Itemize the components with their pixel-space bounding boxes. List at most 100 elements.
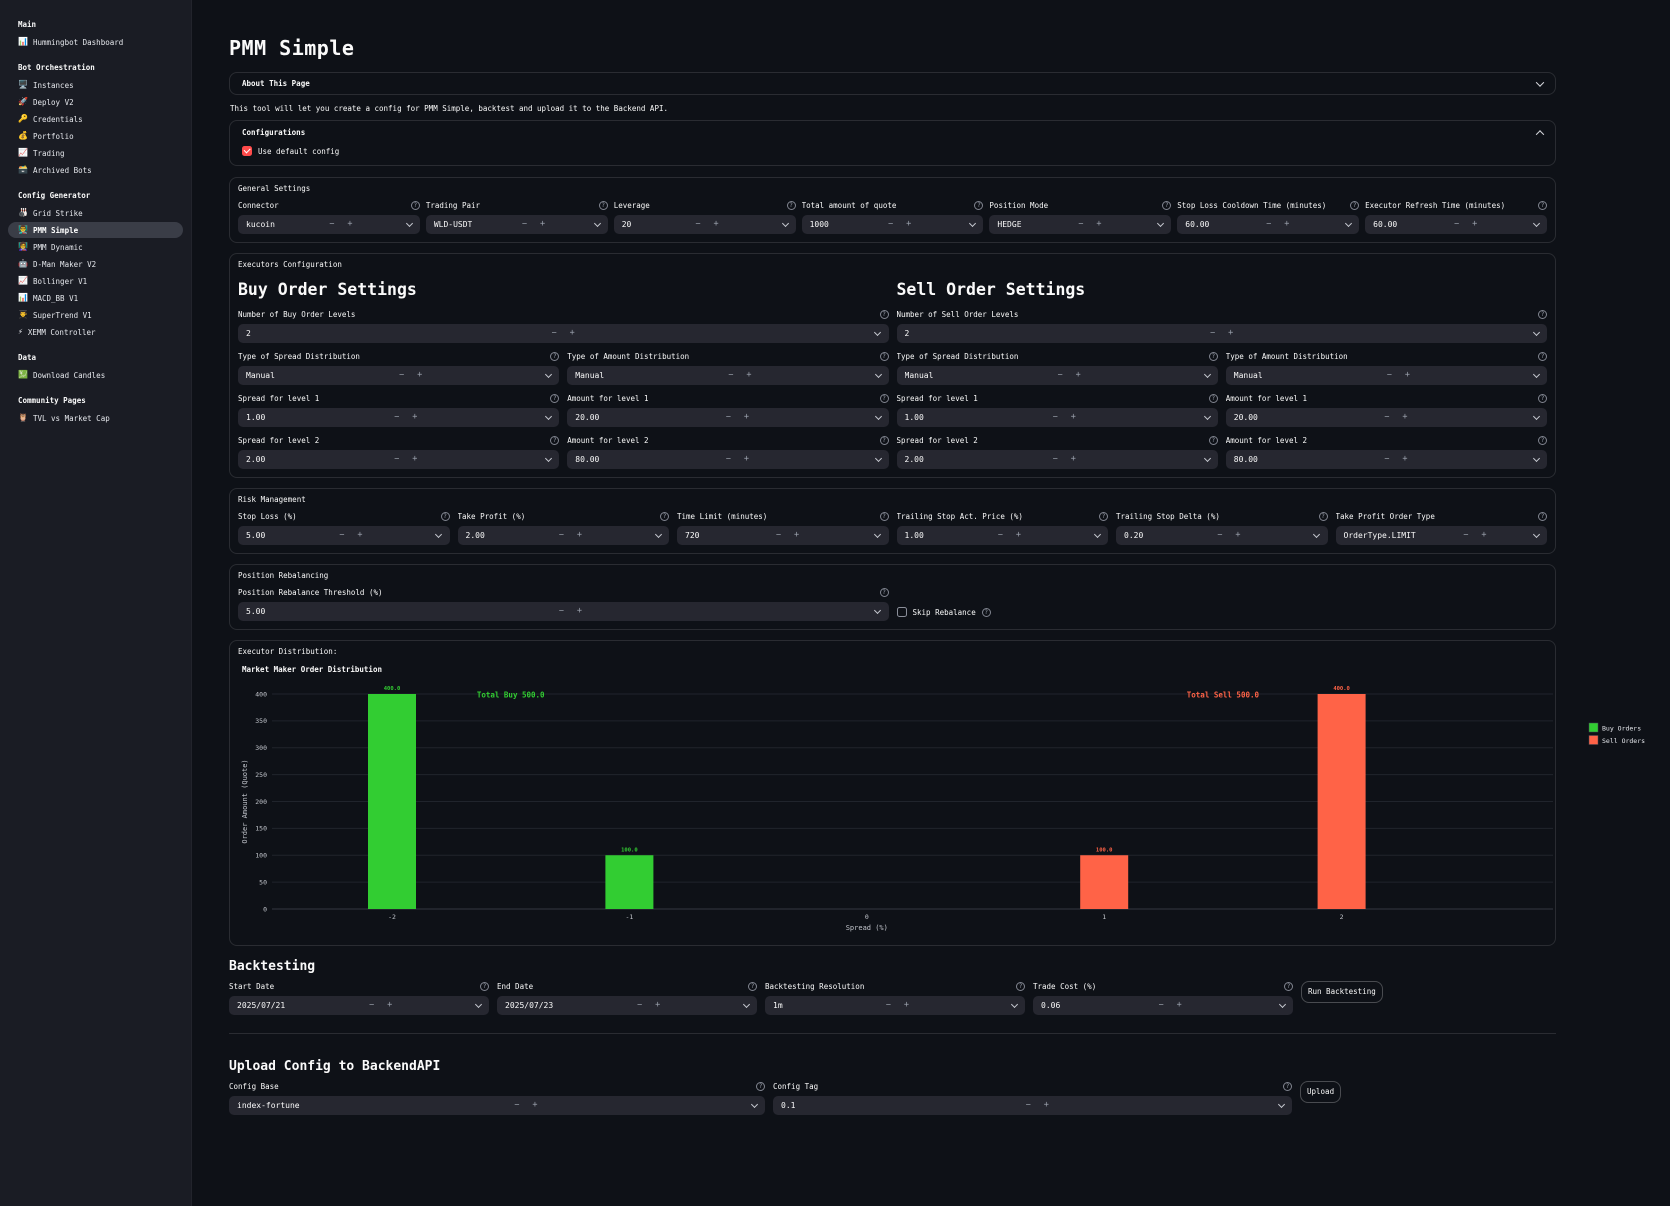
- decrement-button[interactable]: [1266, 220, 1271, 229]
- help-icon[interactable]: [599, 201, 608, 210]
- increment-button[interactable]: [1044, 1101, 1049, 1110]
- input-position-rebalance-threshold[interactable]: 5.00: [238, 602, 889, 621]
- decrement-button[interactable]: [726, 455, 731, 464]
- input-spread-for-level-2[interactable]: 2.00: [238, 450, 559, 469]
- decrement-button[interactable]: [559, 607, 564, 616]
- increment-button[interactable]: [1481, 531, 1486, 540]
- sidebar-item-hummingbot-dashboard[interactable]: 📊 Hummingbot Dashboard: [8, 34, 183, 50]
- input-trade-cost[interactable]: 0.06: [1033, 996, 1293, 1015]
- decrement-button[interactable]: [329, 220, 334, 229]
- input-stop-loss-cooldown-time-minutes[interactable]: 60.00: [1177, 215, 1359, 234]
- input-amount-for-level-1[interactable]: 20.00: [1226, 408, 1547, 427]
- input-executor-refresh-time-minutes[interactable]: 60.00: [1365, 215, 1547, 234]
- sidebar-item-xemm-controller[interactable]: ⚡ XEMM Controller: [8, 324, 183, 340]
- increment-button[interactable]: [744, 455, 749, 464]
- sidebar-item-grid-strike[interactable]: 🎳 Grid Strike: [8, 205, 183, 221]
- decrement-button[interactable]: [728, 371, 733, 380]
- increment-button[interactable]: [1071, 413, 1076, 422]
- select-type-of-amount-distribution[interactable]: Manual: [567, 366, 888, 385]
- sidebar-item-archived-bots[interactable]: 🗃️ Archived Bots: [8, 162, 183, 178]
- help-icon[interactable]: [880, 352, 889, 361]
- sidebar-item-macd-bb-v1[interactable]: 📊 MACD_BB V1: [8, 290, 183, 306]
- decrement-button[interactable]: [339, 531, 344, 540]
- increment-button[interactable]: [906, 220, 911, 229]
- help-icon[interactable]: [982, 608, 991, 617]
- increment-button[interactable]: [1016, 531, 1021, 540]
- decrement-button[interactable]: [522, 220, 527, 229]
- help-icon[interactable]: [1538, 436, 1547, 445]
- help-icon[interactable]: [1209, 352, 1218, 361]
- decrement-button[interactable]: [1384, 455, 1389, 464]
- input-time-limit-minutes[interactable]: 720: [677, 526, 889, 545]
- decrement-button[interactable]: [1384, 413, 1389, 422]
- help-icon[interactable]: [441, 512, 450, 521]
- increment-button[interactable]: [417, 371, 422, 380]
- increment-button[interactable]: [1402, 455, 1407, 464]
- help-icon[interactable]: [1538, 512, 1547, 521]
- decrement-button[interactable]: [559, 531, 564, 540]
- sidebar-item-credentials[interactable]: 🔑 Credentials: [8, 111, 183, 127]
- input-end-date[interactable]: 2025/07/23: [497, 996, 757, 1015]
- help-icon[interactable]: [1284, 982, 1293, 991]
- help-icon[interactable]: [756, 1082, 765, 1091]
- sidebar-item-tvl-vs-market-cap[interactable]: 🦉 TVL vs Market Cap: [8, 410, 183, 426]
- help-icon[interactable]: [880, 310, 889, 319]
- input-config-tag[interactable]: 0.1: [773, 1096, 1292, 1115]
- input-spread-for-level-1[interactable]: 1.00: [897, 408, 1218, 427]
- decrement-button[interactable]: [399, 371, 404, 380]
- increment-button[interactable]: [746, 371, 751, 380]
- sidebar-item-portfolio[interactable]: 💰 Portfolio: [8, 128, 183, 144]
- help-icon[interactable]: [480, 982, 489, 991]
- decrement-button[interactable]: [1217, 531, 1222, 540]
- decrement-button[interactable]: [1159, 1001, 1164, 1010]
- help-icon[interactable]: [880, 436, 889, 445]
- input-amount-for-level-2[interactable]: 80.00: [567, 450, 888, 469]
- help-icon[interactable]: [550, 436, 559, 445]
- increment-button[interactable]: [1472, 220, 1477, 229]
- help-icon[interactable]: [787, 201, 796, 210]
- sidebar-item-d-man-maker-v2[interactable]: 🤖 D-Man Maker V2: [8, 256, 183, 272]
- increment-button[interactable]: [577, 607, 582, 616]
- increment-button[interactable]: [1235, 531, 1240, 540]
- help-icon[interactable]: [1209, 436, 1218, 445]
- increment-button[interactable]: [412, 413, 417, 422]
- decrement-button[interactable]: [637, 1001, 642, 1010]
- upload-button[interactable]: Upload: [1300, 1081, 1341, 1103]
- help-icon[interactable]: [1162, 201, 1171, 210]
- increment-button[interactable]: [904, 1001, 909, 1010]
- configurations-header[interactable]: Configurations: [242, 128, 1543, 137]
- increment-button[interactable]: [1228, 329, 1233, 338]
- help-icon[interactable]: [880, 588, 889, 597]
- decrement-button[interactable]: [1078, 220, 1083, 229]
- help-icon[interactable]: [1538, 310, 1547, 319]
- select-type-of-spread-distribution[interactable]: Manual: [897, 366, 1218, 385]
- sidebar-item-instances[interactable]: 🖥️ Instances: [8, 77, 183, 93]
- help-icon[interactable]: [1016, 982, 1025, 991]
- sidebar-item-trading[interactable]: 📈 Trading: [8, 145, 183, 161]
- help-icon[interactable]: [1283, 1082, 1292, 1091]
- help-icon[interactable]: [1538, 394, 1547, 403]
- help-icon[interactable]: [1350, 201, 1359, 210]
- help-icon[interactable]: [974, 201, 983, 210]
- increment-button[interactable]: [713, 220, 718, 229]
- decrement-button[interactable]: [1057, 371, 1062, 380]
- decrement-button[interactable]: [776, 531, 781, 540]
- help-icon[interactable]: [550, 352, 559, 361]
- input-number-of-buy-order-levels[interactable]: 2: [238, 324, 889, 343]
- select-take-profit-order-type[interactable]: OrderType.LIMIT: [1336, 526, 1548, 545]
- use-default-config-checkbox[interactable]: [242, 146, 252, 156]
- increment-button[interactable]: [412, 455, 417, 464]
- increment-button[interactable]: [1076, 371, 1081, 380]
- input-config-base[interactable]: index-fortune: [229, 1096, 765, 1115]
- sidebar-item-deploy-v2[interactable]: 🚀 Deploy V2: [8, 94, 183, 110]
- input-spread-for-level-1[interactable]: 1.00: [238, 408, 559, 427]
- help-icon[interactable]: [748, 982, 757, 991]
- help-icon[interactable]: [1209, 394, 1218, 403]
- input-connector[interactable]: kucoin: [238, 215, 420, 234]
- increment-button[interactable]: [570, 329, 575, 338]
- decrement-button[interactable]: [1053, 455, 1058, 464]
- decrement-button[interactable]: [394, 455, 399, 464]
- input-take-profit[interactable]: 2.00: [458, 526, 670, 545]
- decrement-button[interactable]: [1026, 1101, 1031, 1110]
- skip-rebalance-checkbox[interactable]: [897, 607, 907, 617]
